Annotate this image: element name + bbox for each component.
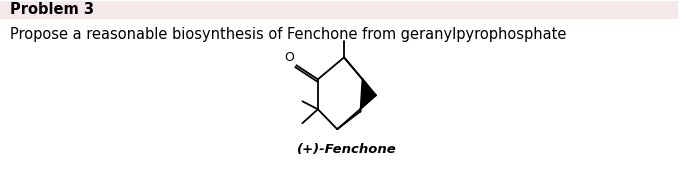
Text: Propose a reasonable biosynthesis of Fenchone from geranylpyrophosphate: Propose a reasonable biosynthesis of Fen… [10,27,566,42]
FancyBboxPatch shape [0,1,678,18]
Text: O: O [285,51,295,64]
Text: (+)-Fenchone: (+)-Fenchone [297,143,397,156]
Polygon shape [360,78,376,113]
Text: Problem 3: Problem 3 [10,2,94,17]
